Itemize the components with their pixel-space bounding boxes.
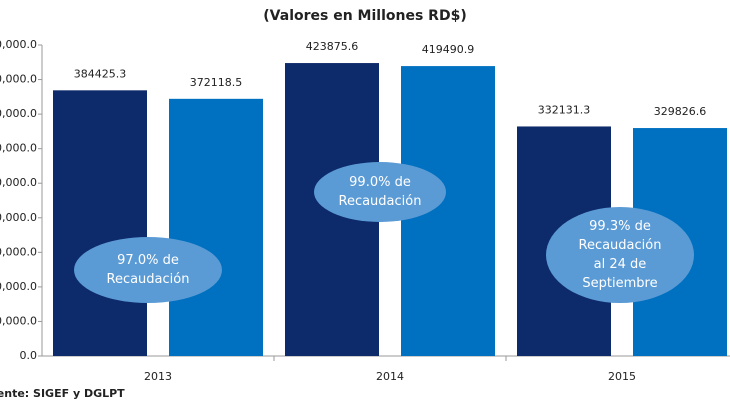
y-tick-label: 300,000.0: [0, 142, 37, 155]
annotation-text: Recaudación: [339, 194, 422, 209]
value-label: 329826.6: [654, 105, 707, 118]
annotation-bubble: [546, 207, 694, 303]
x-tick-label: 2013: [144, 370, 172, 383]
annotation-text: 99.3% de: [589, 219, 651, 234]
annotation-bubble: [314, 162, 446, 222]
value-label: 332131.3: [538, 103, 591, 116]
y-tick-label: 400,000.0: [0, 73, 37, 86]
annotation-text: Recaudación: [107, 272, 190, 287]
value-label: 372118.5: [190, 76, 243, 89]
annotation-text: Septiembre: [582, 276, 657, 291]
y-tick-label: 0.0: [20, 349, 38, 362]
y-tick-label: 450,000.0: [0, 38, 37, 51]
y-tick-label: 150,000.0: [0, 245, 37, 258]
x-tick-label: 2015: [608, 370, 636, 383]
value-label: 423875.6: [306, 40, 359, 53]
y-tick-label: 350,000.0: [0, 107, 37, 120]
annotation-text: 99.0% de: [349, 175, 411, 190]
bar: [53, 90, 147, 357]
x-tick-label: 2014: [376, 370, 404, 383]
annotation-text: Recaudación: [579, 238, 662, 253]
chart-subtitle: (Valores en Millones RD$): [263, 8, 466, 24]
source-note: Fuente: SIGEF y DGLPT: [0, 387, 125, 400]
bar: [169, 98, 263, 356]
y-tick-label: 100,000.0: [0, 280, 37, 293]
value-label: 384425.3: [74, 67, 127, 80]
value-label: 419490.9: [422, 43, 475, 56]
y-tick-label: 50,000.0: [0, 314, 37, 327]
y-tick-label: 200,000.0: [0, 211, 37, 224]
y-tick-label: 250,000.0: [0, 176, 37, 189]
annotation-text: 97.0% de: [117, 253, 179, 268]
annotation-bubble: [74, 237, 222, 303]
annotation-text: al 24 de: [594, 257, 647, 272]
